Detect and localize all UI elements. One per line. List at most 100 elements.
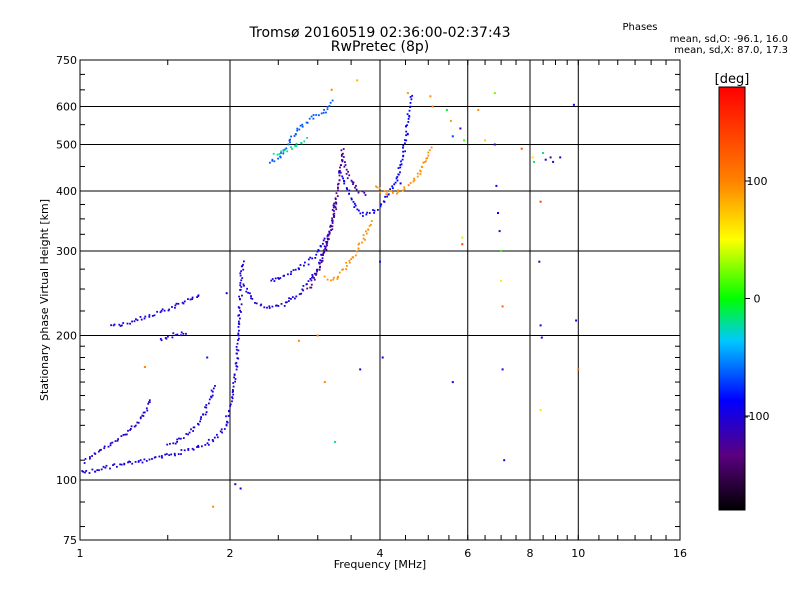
data-point bbox=[409, 102, 412, 104]
data-point bbox=[238, 314, 240, 316]
data-point bbox=[391, 185, 394, 188]
data-point bbox=[338, 171, 340, 174]
data-point bbox=[153, 314, 156, 317]
data-point bbox=[405, 125, 407, 128]
data-point bbox=[242, 268, 245, 271]
data-point bbox=[250, 297, 252, 300]
data-point bbox=[345, 187, 348, 189]
data-point bbox=[419, 173, 422, 175]
data-point bbox=[271, 278, 274, 280]
data-point bbox=[271, 159, 274, 162]
data-point bbox=[84, 458, 87, 460]
data-point bbox=[171, 306, 173, 308]
data-point bbox=[318, 261, 320, 264]
data-point bbox=[237, 326, 240, 328]
data-point bbox=[339, 166, 341, 169]
data-point bbox=[334, 201, 337, 204]
data-point bbox=[323, 275, 326, 278]
data-point bbox=[306, 287, 309, 290]
data-point bbox=[107, 445, 110, 448]
data-point bbox=[407, 184, 410, 187]
data-point bbox=[210, 389, 213, 392]
data-point bbox=[334, 441, 337, 443]
data-point bbox=[124, 433, 127, 436]
data-point bbox=[572, 103, 575, 106]
data-point bbox=[406, 132, 409, 135]
data-point bbox=[151, 315, 154, 317]
data-point bbox=[103, 447, 106, 450]
data-point bbox=[347, 170, 349, 173]
data-point bbox=[234, 380, 236, 383]
data-point bbox=[331, 99, 334, 102]
data-point bbox=[263, 306, 266, 309]
data-point bbox=[175, 302, 178, 305]
data-point bbox=[338, 179, 341, 182]
data-point bbox=[301, 123, 304, 126]
data-point bbox=[174, 306, 176, 309]
data-point bbox=[88, 472, 91, 474]
data-point bbox=[212, 440, 215, 443]
data-point bbox=[192, 430, 194, 432]
data-point bbox=[342, 268, 344, 271]
data-point bbox=[280, 303, 283, 305]
data-point bbox=[357, 247, 360, 250]
data-point bbox=[539, 408, 542, 411]
data-point bbox=[345, 261, 348, 264]
data-point bbox=[207, 438, 210, 441]
data-point bbox=[341, 175, 344, 178]
data-point bbox=[338, 170, 341, 173]
data-point bbox=[358, 209, 360, 212]
data-point bbox=[113, 463, 116, 466]
data-point bbox=[98, 469, 100, 472]
data-point bbox=[294, 297, 296, 300]
data-point bbox=[182, 302, 185, 305]
data-point bbox=[335, 208, 338, 211]
data-point bbox=[396, 192, 398, 195]
data-point bbox=[299, 124, 302, 127]
data-point bbox=[336, 278, 339, 280]
data-point bbox=[340, 155, 343, 157]
data-point bbox=[353, 206, 356, 208]
data-point bbox=[110, 324, 112, 327]
data-point bbox=[239, 289, 241, 291]
data-point bbox=[383, 201, 386, 203]
data-point bbox=[328, 238, 330, 240]
data-point bbox=[205, 406, 208, 409]
data-point bbox=[180, 453, 182, 455]
data-point bbox=[298, 268, 300, 271]
data-point bbox=[143, 411, 146, 414]
data-point bbox=[235, 365, 238, 367]
data-point bbox=[142, 411, 145, 414]
data-point bbox=[207, 443, 210, 446]
data-point bbox=[357, 191, 360, 194]
data-point bbox=[228, 414, 231, 417]
data-point bbox=[289, 138, 291, 141]
data-point bbox=[239, 317, 241, 320]
data-point bbox=[387, 193, 390, 196]
data-point bbox=[119, 463, 121, 466]
data-point bbox=[273, 160, 276, 163]
data-point bbox=[277, 305, 280, 307]
data-point bbox=[445, 109, 448, 111]
data-point bbox=[373, 209, 376, 212]
data-point bbox=[325, 243, 328, 245]
data-point bbox=[176, 333, 179, 336]
data-point bbox=[172, 332, 175, 335]
data-point bbox=[187, 433, 189, 436]
data-point bbox=[312, 114, 315, 116]
y-tick-label: 750 bbox=[56, 54, 77, 67]
data-point bbox=[351, 181, 354, 183]
data-point bbox=[330, 88, 333, 91]
y-axis-label: Stationary phase Virtual Height [km] bbox=[38, 199, 51, 401]
data-point bbox=[402, 150, 404, 153]
chart-subtitle: RwPretec (8p) bbox=[330, 39, 430, 55]
data-point bbox=[421, 165, 424, 168]
data-point bbox=[232, 382, 235, 384]
data-point bbox=[375, 185, 377, 188]
data-point bbox=[404, 150, 406, 153]
data-point bbox=[216, 433, 218, 436]
data-point bbox=[122, 434, 125, 436]
data-point bbox=[241, 277, 244, 279]
data-point bbox=[406, 124, 408, 127]
data-point bbox=[234, 378, 237, 380]
